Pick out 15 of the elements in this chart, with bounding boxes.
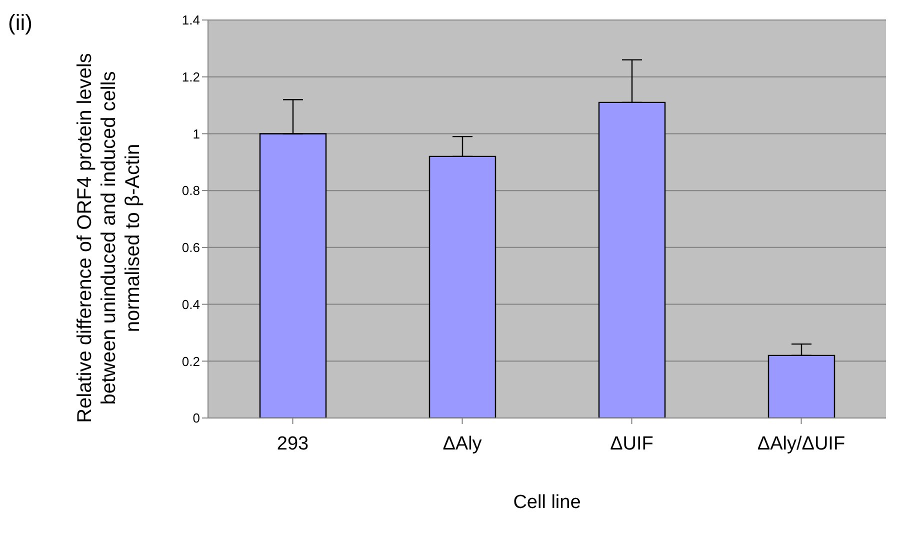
x-tick-label: ΔAly xyxy=(442,433,482,454)
y-tick-label: 0 xyxy=(192,410,200,426)
x-axis-title: Cell line xyxy=(513,492,581,513)
y-tick-label: 0.8 xyxy=(182,183,200,198)
x-tick-label: ΔUIF xyxy=(610,433,654,454)
text: (ii) xyxy=(8,10,32,36)
y-tick-label: 0.4 xyxy=(182,296,200,312)
y-axis-title: Relative difference of ORF4 protein levels between uninduced and induced cells normalised to β-Actin xyxy=(73,52,145,425)
x-tick-label: ΔAly/ΔUIF xyxy=(757,433,846,454)
y-tick-label: 1.4 xyxy=(182,12,200,28)
y-tick-label: 0.6 xyxy=(182,240,200,256)
x-tick-label: 293 xyxy=(276,433,309,454)
y-tick-label: 0.2 xyxy=(182,354,200,369)
y-tick-label: 1.2 xyxy=(182,69,200,84)
y-tick-label: 1 xyxy=(192,126,200,142)
